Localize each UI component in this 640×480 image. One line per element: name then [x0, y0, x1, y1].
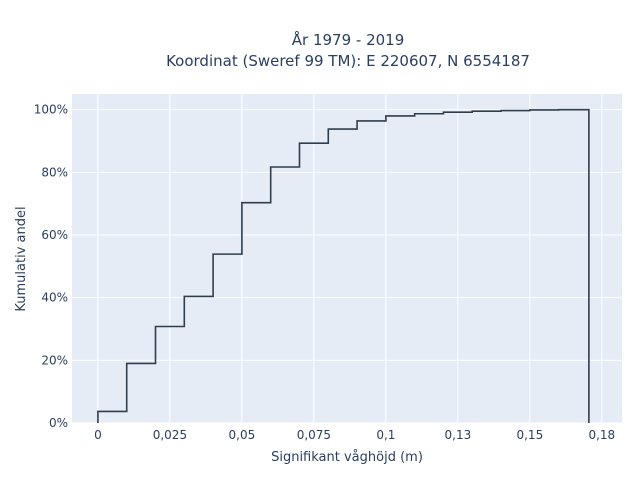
plot-area: [72, 94, 622, 423]
x-tick-label: 0: [94, 428, 102, 442]
x-axis-ticks: 0 0,025 0,05 0,075 0,1 0,13 0,15 0,18: [94, 428, 615, 442]
x-tick-label: 0,13: [445, 428, 472, 442]
x-tick-label: 0,075: [297, 428, 331, 442]
y-tick-label: 60%: [41, 228, 68, 242]
cumulative-step-line: [97, 108, 590, 423]
x-tick-label: 0,05: [229, 428, 256, 442]
y-tick-label: 20%: [41, 353, 68, 367]
chart-title-line-1: År 1979 - 2019: [292, 30, 405, 49]
y-tick-label: 40%: [41, 291, 68, 305]
y-tick-label: 100%: [34, 103, 68, 117]
x-tick-label: 0,18: [588, 428, 615, 442]
x-tick-label: 0,025: [153, 428, 187, 442]
y-axis-label: Kumulativ andel: [14, 206, 29, 311]
y-tick-label: 0%: [49, 416, 68, 430]
x-tick-label: 0,15: [516, 428, 543, 442]
chart-title-line-2: Koordinat (Sweref 99 TM): E 220607, N 65…: [166, 52, 530, 70]
y-axis-ticks: 0% 20% 40% 60% 80% 100%: [34, 103, 68, 430]
series-layer: [97, 108, 590, 423]
x-axis-label: Signifikant våghöjd (m): [271, 450, 423, 465]
y-tick-label: 80%: [41, 165, 68, 179]
x-tick-label: 0,1: [376, 428, 395, 442]
